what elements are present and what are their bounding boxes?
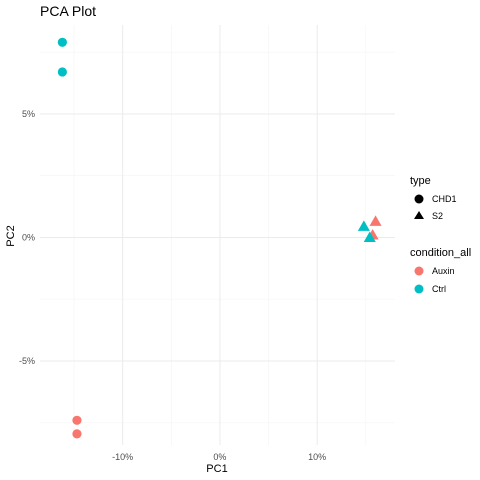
- x-tick-label: -10%: [112, 452, 133, 462]
- data-point-ctrl-chd1: [57, 37, 67, 47]
- gridlines: [40, 25, 395, 445]
- legend-shape-label-s2: S2: [432, 211, 443, 221]
- data-point-ctrl-s2: [363, 231, 376, 242]
- x-axis-title: PC1: [206, 463, 227, 475]
- legend-shape-title: type: [410, 175, 431, 187]
- legend-shape-label-chd1: CHD1: [432, 194, 457, 204]
- legend-color-title: condition_all: [410, 247, 471, 259]
- y-tick-label: -5%: [19, 356, 35, 366]
- legend-color-label-auxin: Auxin: [432, 266, 455, 276]
- legend-color-key-auxin: [414, 266, 424, 276]
- plot-panel: [40, 25, 395, 445]
- chart-title: PCA Plot: [40, 3, 96, 19]
- y-axis: 5% 0% -5%: [19, 109, 35, 366]
- data-point-auxin-s2: [369, 215, 382, 226]
- x-axis: -10% 0% 10%: [112, 452, 326, 462]
- y-tick-label: 5%: [22, 109, 35, 119]
- data-point-ctrl-s2: [357, 220, 370, 231]
- x-tick-label: 10%: [308, 452, 326, 462]
- data-point-ctrl-chd1: [57, 67, 67, 77]
- y-tick-label: 0%: [22, 232, 35, 242]
- x-tick-label: 0%: [213, 452, 226, 462]
- data-points: [57, 37, 382, 439]
- legend-shape-triangle-key: [414, 211, 424, 219]
- legend-color-key-ctrl: [414, 284, 424, 294]
- legend-shape-circle-key: [414, 194, 424, 204]
- legend-color-group: condition_all Auxin Ctrl: [410, 247, 471, 294]
- data-point-auxin-chd1: [72, 415, 82, 425]
- data-point-auxin-chd1: [72, 429, 82, 439]
- legend: type CHD1 S2 condition_all Auxin Ctrl: [410, 175, 471, 294]
- legend-color-label-ctrl: Ctrl: [432, 284, 446, 294]
- y-axis-title: PC2: [5, 225, 17, 246]
- legend-shape-group: type CHD1 S2: [410, 175, 457, 221]
